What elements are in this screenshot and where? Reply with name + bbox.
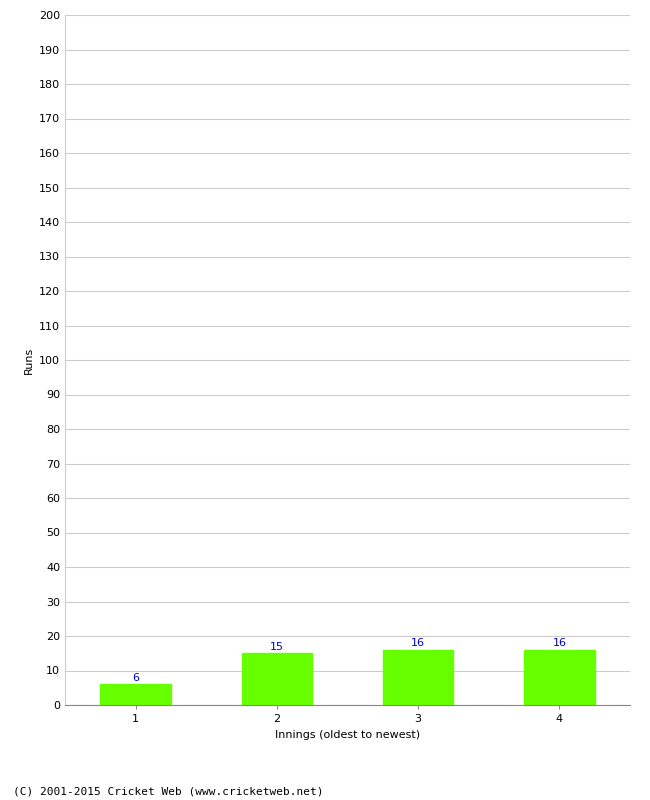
Bar xyxy=(100,684,171,705)
Text: 6: 6 xyxy=(132,673,139,682)
Bar xyxy=(524,650,595,705)
Text: 15: 15 xyxy=(270,642,284,651)
X-axis label: Innings (oldest to newest): Innings (oldest to newest) xyxy=(275,730,420,739)
Text: 16: 16 xyxy=(552,638,566,648)
Text: (C) 2001-2015 Cricket Web (www.cricketweb.net): (C) 2001-2015 Cricket Web (www.cricketwe… xyxy=(13,786,324,796)
Bar xyxy=(383,650,454,705)
Y-axis label: Runs: Runs xyxy=(23,346,33,374)
Bar xyxy=(242,654,312,705)
Text: 16: 16 xyxy=(411,638,425,648)
